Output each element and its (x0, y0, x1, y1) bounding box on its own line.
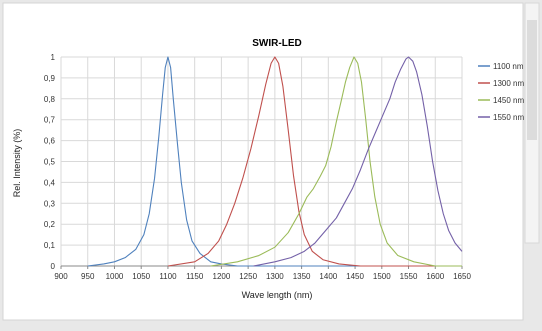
legend-entry: 1300 nm (493, 79, 524, 88)
series-line-4 (253, 56, 463, 267)
y-axis-label: Rel. Intensity (%) (12, 129, 22, 198)
x-tick-label: 1300 (266, 272, 284, 281)
y-tick-label: 0,4 (44, 178, 56, 187)
x-tick-label: 1450 (346, 272, 364, 281)
x-tick-label: 1050 (132, 272, 150, 281)
legend: 1100 nm 1300 nm 1450 nm 1550 nm (478, 62, 524, 122)
x-axis-label: Wave length (nm) (242, 290, 313, 300)
x-tick-label: 1400 (319, 272, 337, 281)
legend-entry: 1550 nm (493, 113, 524, 122)
series-line-3 (210, 56, 462, 267)
x-tick-label: 1600 (426, 272, 444, 281)
y-tick-label: 0 (51, 262, 56, 271)
x-tick-label: 1000 (106, 272, 124, 281)
x-tick-label: 1200 (213, 272, 231, 281)
y-tick-label: 0,1 (44, 241, 56, 250)
x-tick-label: 900 (54, 272, 68, 281)
y-tick-label: 0,9 (44, 74, 56, 83)
y-tick-label: 0,3 (44, 199, 56, 208)
series-lines (87, 56, 463, 267)
x-tick-label: 1250 (239, 272, 257, 281)
x-tick-label: 1100 (159, 272, 177, 281)
y-tick-label: 1 (51, 53, 56, 62)
scrollbar-thumb[interactable] (527, 20, 537, 140)
x-tick-label: 1500 (373, 272, 391, 281)
chart-title: SWIR-LED (252, 38, 301, 49)
series-line-2 (167, 56, 462, 267)
x-tick-label: 1350 (293, 272, 311, 281)
y-tick-label: 0,2 (44, 220, 56, 229)
y-tick-label: 0,7 (44, 116, 56, 125)
x-tick-label: 1550 (400, 272, 418, 281)
y-tick-label: 0,5 (44, 158, 56, 167)
y-tick-label: 0,8 (44, 95, 56, 104)
y-tick-label: 0,6 (44, 137, 56, 146)
legend-entry: 1100 nm (493, 62, 524, 71)
x-tick-label: 950 (81, 272, 95, 281)
x-tick-label: 1650 (453, 272, 471, 281)
legend-entry: 1450 nm (493, 96, 524, 105)
x-tick-label: 1150 (186, 272, 204, 281)
